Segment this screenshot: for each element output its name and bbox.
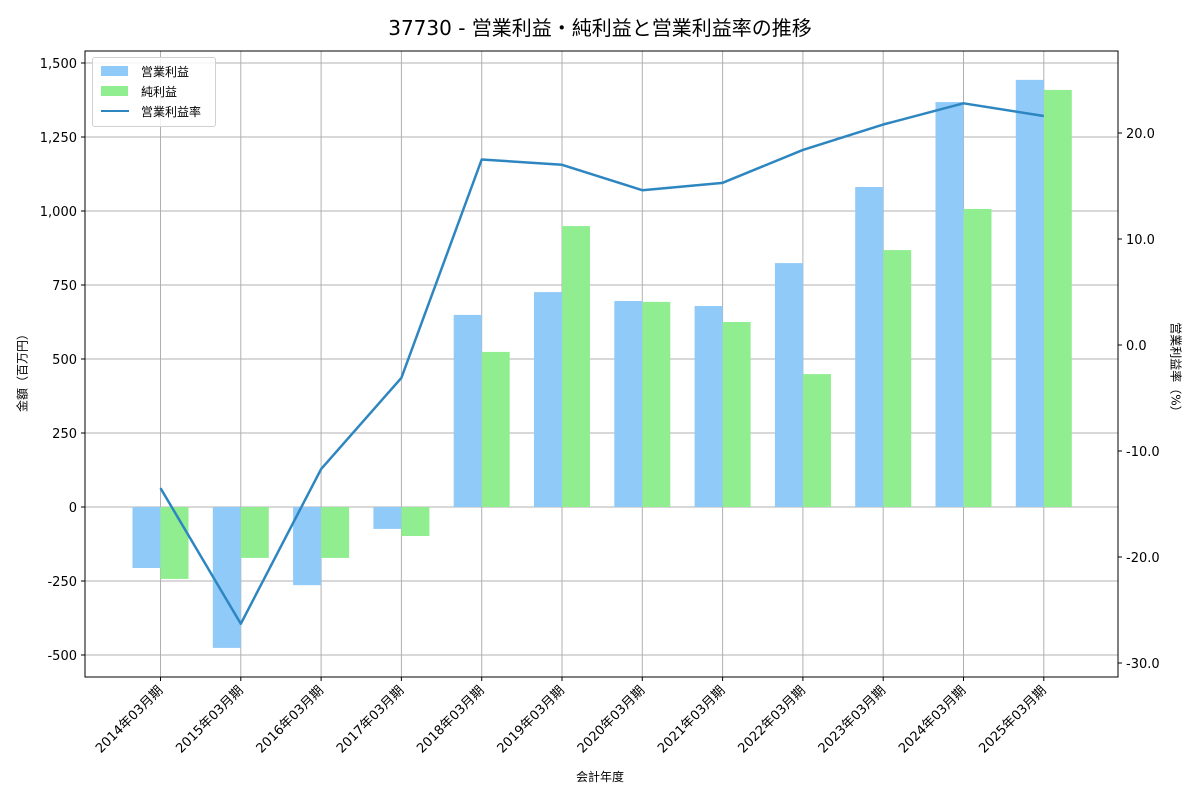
legend-item-operating-margin: 営業利益率 <box>101 103 201 119</box>
net-profit-bar <box>963 208 992 508</box>
net-profit-bar <box>1043 89 1072 507</box>
operating-profit-bar <box>1015 79 1044 507</box>
right-tick-label: 20.0 <box>1126 127 1155 142</box>
net-profit-bar <box>802 374 831 507</box>
operating-profit-bar <box>132 507 161 568</box>
left-tick-label: 1,000 <box>40 205 77 220</box>
x-tick-label: 2015年03月期 <box>173 683 246 756</box>
net-profit-bar <box>883 250 912 507</box>
left-tick-label: 250 <box>52 427 77 442</box>
left-tick-label: 1,250 <box>40 131 77 146</box>
net-profit-swatch <box>101 86 128 96</box>
net-profit-bar <box>240 507 269 558</box>
right-tick-label: -10.0 <box>1126 445 1160 460</box>
net-profit-bar <box>642 301 671 507</box>
legend-label: 純利益 <box>141 84 178 99</box>
operating-profit-bar <box>293 507 322 586</box>
operating-profit-bar <box>534 292 562 507</box>
chart-title: 37730 - 営業利益・純利益と営業利益率の推移 <box>388 16 812 40</box>
x-tick-label: 2024年03月期 <box>896 683 969 756</box>
right-tick-label: 0.0 <box>1126 339 1147 354</box>
operating-margin-line-swatch <box>101 110 129 112</box>
left-tick-label: 750 <box>52 279 77 294</box>
x-tick-label: 2014年03月期 <box>93 683 166 756</box>
operating-profit-bar <box>614 300 643 507</box>
right-tick-label: -30.0 <box>1126 657 1160 672</box>
net-profit-bar <box>722 322 751 507</box>
plot-frame <box>84 50 1119 678</box>
net-profit-bar <box>481 351 510 507</box>
operating-profit-swatch <box>101 66 128 76</box>
x-tick-label: 2019年03月期 <box>495 683 568 756</box>
operating-profit-bar <box>935 102 964 508</box>
x-axis: 2014年03月期 2015年03月期 2016年03月期 2017年03月期 2018… <box>93 677 1050 757</box>
left-axis-label: 金額（百万円） <box>15 327 30 413</box>
net-profit-bar <box>562 226 590 507</box>
net-profit-bar <box>321 507 350 558</box>
left-tick-label: 0 <box>69 501 77 516</box>
operating-profit-bar <box>855 187 884 508</box>
right-axis-label: 営業利益率（%） <box>1168 322 1183 418</box>
legend: 営業利益 純利益 営業利益率 <box>92 57 216 127</box>
net-profit-bar <box>401 507 430 537</box>
x-tick-label: 2022年03月期 <box>735 683 808 756</box>
x-tick-label: 2016年03月期 <box>254 683 327 756</box>
x-tick-label: 2025年03月期 <box>976 683 1049 756</box>
net-profit-bar <box>160 507 189 579</box>
operating-profit-bar <box>774 263 803 507</box>
bar-series <box>132 79 1072 648</box>
right-tick-label: -20.0 <box>1126 551 1160 566</box>
left-tick-label: -500 <box>47 649 77 664</box>
x-axis-label: 会計年度 <box>575 770 624 784</box>
left-tick-label: 500 <box>52 353 77 368</box>
operating-profit-bar <box>373 507 402 529</box>
left-tick-label: 1,500 <box>40 57 77 72</box>
legend-item-operating-profit: 営業利益 <box>101 63 189 79</box>
left-axis: -500 -250 0 250 500 750 1,000 1,250 1,500 <box>40 57 85 664</box>
x-tick-label: 2018年03月期 <box>414 683 487 756</box>
right-tick-label: 10.0 <box>1126 233 1155 248</box>
x-tick-label: 2021年03月期 <box>655 683 728 756</box>
operating-margin-line <box>159 102 1044 626</box>
legend-item-net-profit: 純利益 <box>101 83 177 99</box>
legend-label: 営業利益 <box>141 64 190 79</box>
x-tick-label: 2023年03月期 <box>816 683 889 756</box>
left-tick-label: -250 <box>47 575 77 590</box>
operating-profit-bar <box>212 507 241 648</box>
x-tick-label: 2017年03月期 <box>334 683 407 756</box>
operating-profit-bar <box>694 306 723 507</box>
x-tick-label: 2020年03月期 <box>575 683 648 756</box>
right-axis: -30.0 -20.0 -10.0 0.0 10.0 20.0 <box>1118 127 1160 672</box>
operating-profit-bar <box>453 314 482 507</box>
legend-label: 営業利益率 <box>141 104 202 119</box>
line-series <box>159 102 1044 626</box>
